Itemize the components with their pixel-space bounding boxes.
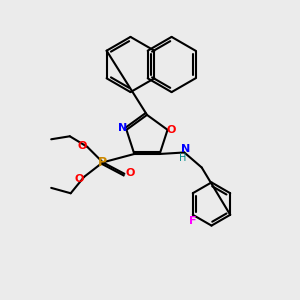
Text: O: O [74, 174, 83, 184]
Text: P: P [98, 156, 107, 169]
Text: N: N [118, 123, 128, 133]
Text: O: O [125, 168, 134, 178]
Text: O: O [77, 141, 86, 151]
Text: O: O [167, 125, 176, 135]
Text: H: H [179, 154, 186, 164]
Text: F: F [189, 216, 196, 226]
Text: N: N [181, 145, 190, 154]
